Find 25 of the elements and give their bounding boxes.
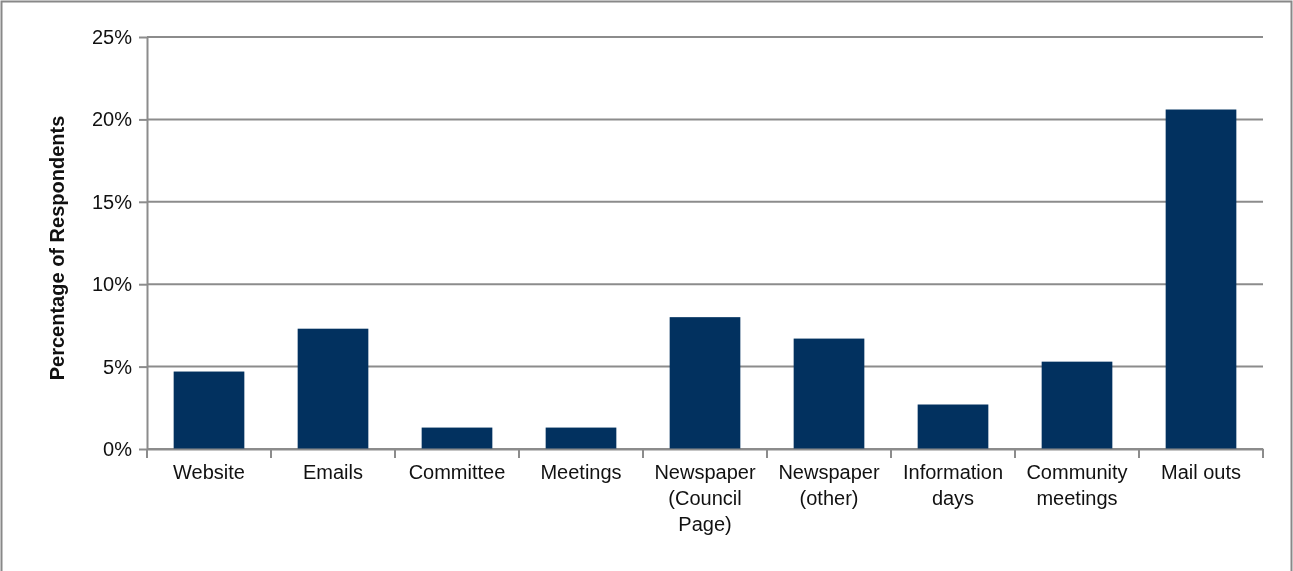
- bar: [173, 371, 245, 449]
- y-tick-label: 25%: [91, 25, 133, 48]
- bar: [1041, 361, 1113, 449]
- y-tick-label: 0%: [103, 437, 133, 460]
- x-tick-label: Information days: [902, 461, 1004, 509]
- y-tick-label: 15%: [91, 190, 133, 213]
- bar: [669, 317, 741, 449]
- x-tick-label: Website: [173, 461, 245, 483]
- y-tick-label: 20%: [91, 108, 133, 131]
- bar: [917, 404, 989, 449]
- x-tick-label: Mail outs: [1160, 461, 1242, 483]
- y-axis-title: Percentage of Respondents: [46, 115, 68, 381]
- y-tick-label: 5%: [103, 355, 133, 378]
- bar: [297, 328, 369, 449]
- x-tick-label: Meetings: [540, 461, 622, 483]
- x-tick-label: Community meetings: [1026, 461, 1128, 509]
- bar: [793, 338, 865, 449]
- x-tick-label: Emails: [302, 461, 364, 483]
- bar: [1165, 109, 1237, 449]
- bar: [421, 427, 493, 449]
- x-tick-label: Newspaper (Council Page): [654, 461, 756, 535]
- x-tick-label: Committee: [408, 461, 506, 483]
- bar: [545, 427, 617, 449]
- x-tick-label: Newspaper (other): [778, 461, 880, 509]
- y-tick-label: 10%: [91, 273, 133, 296]
